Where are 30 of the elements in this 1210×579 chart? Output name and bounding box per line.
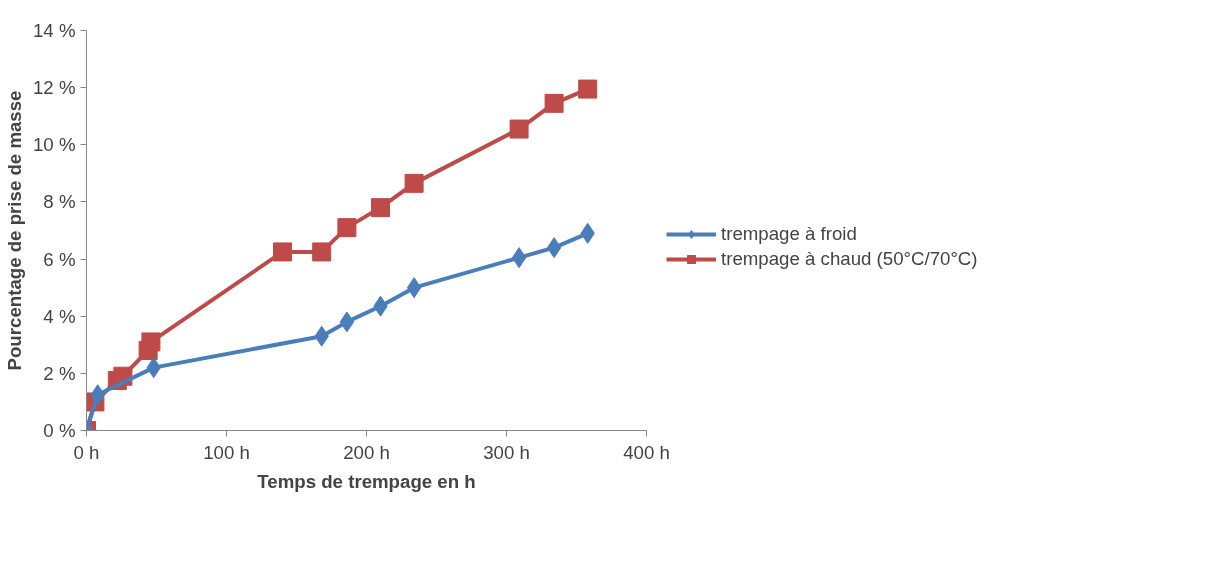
x-tick-label: 400 h: [623, 441, 670, 463]
point: [578, 79, 598, 99]
legend-label: trempage à froid: [721, 223, 857, 245]
y-tick-label: 10 %: [32, 134, 76, 156]
legend-label: trempage à chaud (50°C/70°C): [721, 248, 978, 270]
y-tick-label: 2 %: [43, 362, 76, 384]
y-tick-label: 14 %: [32, 20, 76, 41]
y-tick-label: 0 %: [43, 420, 76, 441]
point: [339, 311, 355, 333]
point: [511, 247, 527, 269]
x-axis-title: Temps de trempage en h: [257, 470, 476, 492]
point: [404, 173, 424, 193]
point: [509, 119, 529, 139]
point: [273, 242, 292, 262]
point: [406, 277, 422, 299]
point: [337, 218, 357, 238]
y-tick-label: 4 %: [43, 305, 76, 327]
point: [546, 237, 562, 259]
x-tick-label: 300 h: [483, 441, 530, 463]
y-tick-label: 12 %: [32, 77, 76, 99]
y-tick-label: 8 %: [43, 191, 76, 213]
y-axis-title: Pourcentage de prise de masse: [3, 90, 25, 371]
point: [141, 332, 161, 352]
point: [544, 93, 564, 113]
x-tick-label: 100 h: [203, 441, 250, 463]
x-tick-label: 200 h: [343, 441, 390, 463]
x-tick-label: 0 h: [73, 441, 100, 463]
y-tick-label: 6 %: [43, 248, 76, 270]
point: [371, 198, 390, 218]
point: [312, 242, 332, 262]
